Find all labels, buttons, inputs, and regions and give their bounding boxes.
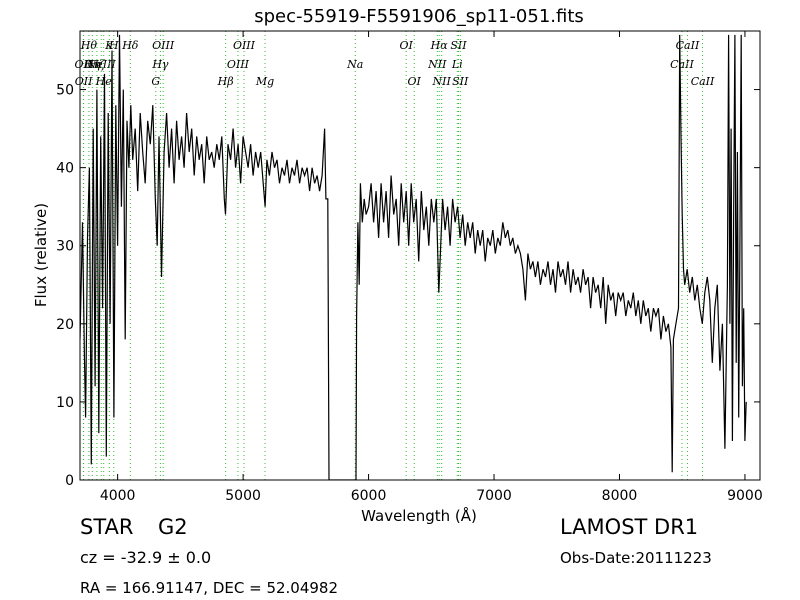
spectrum-line [80,34,747,480]
line-label-26: CaII [670,58,694,71]
line-label-16: Mg [255,75,274,88]
plot-frame [79,30,761,481]
coordinates-readout: RA = 166.91147, DEC = 52.04982 [80,579,339,597]
line-label-12: OIII [152,39,175,52]
redshift-readout: cz = -32.9 ± 0.0 [80,548,212,567]
line-label-19: OI [408,75,422,88]
y-tick-label-4: 40 [56,161,74,177]
line-label-14: OIII [227,58,250,71]
line-label-6: He [95,75,113,88]
line-label-10: G [151,75,160,88]
x-tick-label-0: 4000 [100,488,136,504]
line-label-9: Hδ [121,39,139,52]
line-label-0: OII [75,58,93,71]
x-tick-label-4: 8000 [602,488,638,504]
x-tick-label-5: 9000 [727,488,763,504]
line-label-21: Hα [430,39,449,52]
plot-area [80,34,747,480]
line-label-23: Li [451,58,463,71]
line-label-15: OIII [233,39,256,52]
line-label-7: K [104,39,114,52]
x-tick-label-2: 6000 [351,488,387,504]
line-label-28: CaII [691,75,715,88]
line-label-22: NII [432,75,452,88]
y-tick-label-3: 30 [56,239,74,255]
y-axis-label: Flux (relative) [32,203,50,307]
y-tick-label-5: 50 [56,83,74,99]
line-label-20: NII [427,58,447,71]
line-label-17: Na [346,58,363,71]
line-label-18: OI [400,39,414,52]
line-label-5: NeIII [86,58,117,71]
line-label-27: CaII [676,39,700,52]
object-class: STAR [80,515,134,539]
x-tick-label-1: 5000 [225,488,261,504]
line-label-25: SII [452,75,469,88]
x-tick-label-3: 7000 [476,488,512,504]
survey-label: LAMOST DR1 [560,515,699,539]
x-axis-label: Wavelength (Å) [361,506,477,525]
line-label-11: Hγ [151,58,169,71]
observation-date: Obs-Date:20111223 [560,549,712,567]
axes: 4000 5000 6000 7000 8000 9000 0 10 20 30 40 50 [56,30,763,504]
y-tick-label-0: 0 [65,473,74,489]
line-label-2: Hθ [80,39,98,52]
line-label-3: Hη [83,58,101,71]
chart-title: spec-55919-F5591906_sp11-051.fits [254,6,584,27]
object-subclass: G2 [158,515,188,539]
y-tick-label-1: 10 [56,395,74,411]
line-label-1: OII [75,75,93,88]
line-label-8: H [108,39,119,52]
y-tick-label-2: 20 [56,317,74,333]
line-label-24: SII [450,39,467,52]
line-label-13: Hβ [217,75,234,88]
